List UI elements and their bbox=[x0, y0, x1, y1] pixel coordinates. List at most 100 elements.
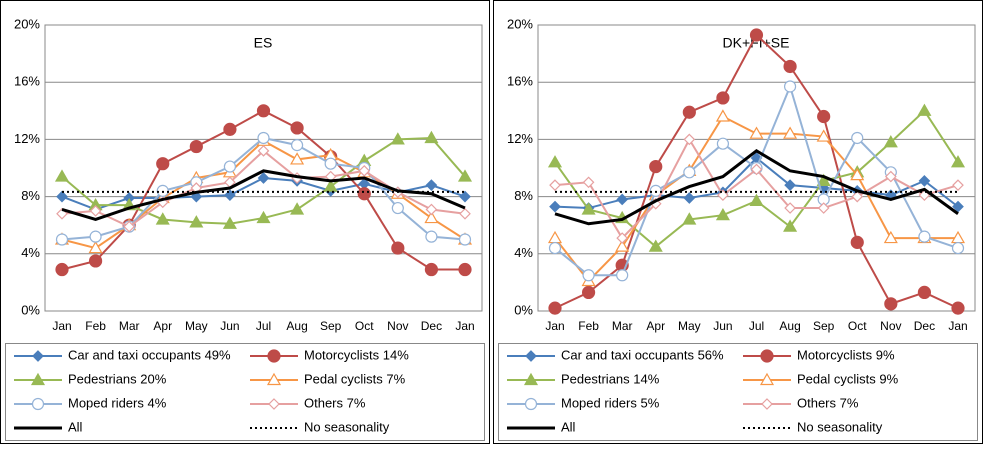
x-tick-label: Feb bbox=[578, 319, 599, 333]
marker bbox=[759, 372, 775, 386]
x-tick-label: Feb bbox=[85, 319, 106, 333]
marker bbox=[548, 301, 562, 315]
legend-label: Motorcyclists 9% bbox=[797, 347, 895, 362]
y-tick-label: 16% bbox=[507, 74, 533, 89]
marker bbox=[582, 176, 595, 189]
marker bbox=[952, 179, 964, 192]
marker bbox=[716, 137, 730, 150]
x-tick-label: Oct bbox=[355, 319, 374, 333]
x-tick-label: Jul bbox=[256, 319, 271, 333]
marker bbox=[649, 159, 663, 174]
marker bbox=[390, 132, 405, 145]
marker bbox=[425, 230, 438, 243]
marker bbox=[783, 126, 798, 139]
marker bbox=[123, 220, 136, 233]
marker bbox=[222, 216, 237, 229]
marker bbox=[616, 269, 629, 282]
marker bbox=[750, 163, 763, 176]
marker bbox=[290, 139, 304, 152]
legend-entry: Car and taxi occupants 49% bbox=[14, 347, 231, 362]
x-tick-label: Jan bbox=[455, 319, 474, 333]
panel-title: ES bbox=[254, 35, 273, 51]
marker bbox=[850, 235, 864, 249]
legend-label: Motorcyclists 14% bbox=[304, 347, 409, 362]
panel-border bbox=[0, 0, 490, 444]
marker bbox=[89, 205, 102, 217]
legend-entry: Others 7% bbox=[250, 395, 366, 410]
marker bbox=[290, 121, 304, 135]
legend-marker bbox=[761, 398, 773, 410]
marker bbox=[918, 230, 931, 243]
x-tick-label: May bbox=[185, 319, 208, 333]
legend-entry: Car and taxi occupants 56% bbox=[507, 347, 724, 362]
marker bbox=[715, 109, 730, 122]
marker bbox=[883, 135, 898, 148]
x-tick-label: Aug bbox=[779, 319, 800, 333]
legend-marker bbox=[525, 350, 537, 362]
marker bbox=[783, 219, 798, 232]
x-tick-label: Apr bbox=[646, 319, 665, 333]
legend-marker bbox=[760, 349, 774, 363]
marker bbox=[918, 175, 931, 187]
legend-entry: Moped riders 5% bbox=[507, 395, 660, 410]
legend-entry: All bbox=[14, 419, 83, 434]
marker bbox=[883, 230, 898, 244]
marker bbox=[851, 131, 864, 145]
marker bbox=[458, 233, 472, 246]
legend-entry: Moped riders 4% bbox=[14, 395, 167, 410]
legend-marker bbox=[267, 349, 281, 363]
marker bbox=[549, 200, 561, 213]
marker bbox=[257, 144, 270, 157]
marker bbox=[424, 130, 439, 144]
marker bbox=[615, 239, 630, 252]
marker bbox=[581, 285, 596, 300]
marker bbox=[358, 165, 371, 177]
legend-label: All bbox=[68, 419, 83, 434]
legend-label: Car and taxi occupants 56% bbox=[561, 347, 724, 362]
marker bbox=[156, 157, 170, 171]
x-tick-label: Jun bbox=[713, 319, 732, 333]
marker bbox=[851, 190, 864, 203]
marker bbox=[31, 397, 45, 411]
panel: 0% 4% 8% 12% 16% 20% Jan Feb Mar Apr May Jun Jul Aug S… bbox=[493, 0, 983, 444]
marker bbox=[682, 212, 697, 225]
legend-marker bbox=[30, 372, 46, 386]
marker bbox=[715, 207, 730, 221]
marker bbox=[55, 233, 69, 246]
marker bbox=[817, 109, 831, 124]
legend-box bbox=[5, 343, 485, 441]
marker bbox=[324, 157, 337, 170]
x-tick-label: Jul bbox=[749, 319, 764, 333]
marker bbox=[223, 122, 237, 136]
legend-label: Pedestrians 14% bbox=[561, 371, 660, 386]
legend-marker bbox=[31, 397, 45, 411]
marker bbox=[391, 201, 404, 215]
marker bbox=[950, 155, 966, 168]
y-tick-label: 20% bbox=[507, 16, 533, 31]
marker bbox=[54, 169, 70, 182]
marker bbox=[784, 179, 796, 192]
x-tick-label: Mar bbox=[612, 319, 633, 333]
x-tick-label: Jan bbox=[545, 319, 564, 333]
y-tick-label: 8% bbox=[21, 188, 40, 203]
legend-entry: No seasonality bbox=[743, 419, 883, 434]
marker bbox=[952, 200, 964, 213]
plot-area bbox=[44, 24, 483, 312]
marker bbox=[683, 192, 696, 204]
y-tick-label: 16% bbox=[14, 74, 40, 89]
x-tick-label: Nov bbox=[387, 319, 408, 333]
marker bbox=[266, 372, 282, 386]
legend-label: Car and taxi occupants 49% bbox=[68, 347, 231, 362]
marker bbox=[424, 210, 439, 224]
marker bbox=[155, 212, 170, 225]
x-tick-label: Jun bbox=[220, 319, 239, 333]
marker bbox=[749, 193, 764, 206]
marker bbox=[89, 230, 102, 243]
legend-label: Pedal cyclists 9% bbox=[797, 371, 899, 386]
marker bbox=[951, 301, 965, 315]
marker bbox=[257, 131, 270, 145]
legend-label: No seasonality bbox=[304, 419, 390, 434]
y-tick-label: 20% bbox=[14, 16, 40, 31]
marker bbox=[425, 203, 438, 216]
marker bbox=[683, 166, 696, 179]
